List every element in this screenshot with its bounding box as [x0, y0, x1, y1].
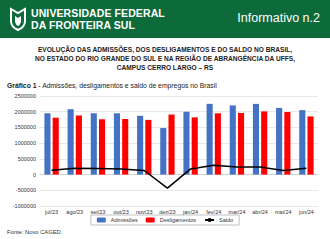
svg-text:jun/24: jun/24 — [298, 209, 314, 215]
svg-text:fev/24: fev/24 — [206, 209, 221, 215]
html-text:NO ESTADO DO RIO GRANDE DO SUL: NO ESTADO DO RIO GRANDE DO SUL E NA REGI… — [35, 55, 295, 62]
html-text:Informativo n.2: Informativo n.2 — [237, 11, 320, 25]
svg-text:2500000: 2500000 — [15, 93, 36, 99]
html-text:Fonte: Novo CAGED.: Fonte: Novo CAGED. — [7, 229, 63, 235]
svg-text:2000000: 2000000 — [15, 109, 36, 115]
html-text:CAMPUS CERRO LARGO – RS: CAMPUS CERRO LARGO – RS — [116, 64, 214, 71]
svg-text:-1000000: -1000000 — [13, 203, 36, 209]
svg-text:Desligamentos: Desligamentos — [160, 217, 197, 223]
svg-text:-500000: -500000 — [16, 187, 36, 193]
svg-text:mai/24: mai/24 — [275, 209, 292, 215]
svg-text:Saldo: Saldo — [219, 217, 233, 223]
svg-text:1500000: 1500000 — [15, 124, 36, 130]
html-text:DA FRONTEIRA SUL: DA FRONTEIRA SUL — [31, 19, 136, 31]
svg-text:ago/23: ago/23 — [66, 209, 83, 215]
html-text:UNIVERSIDADE FEDERAL: UNIVERSIDADE FEDERAL — [31, 7, 165, 19]
svg-text:abr/24: abr/24 — [252, 209, 268, 215]
svg-text:dez/23: dez/23 — [159, 209, 176, 215]
svg-text:jul/23: jul/23 — [44, 209, 58, 215]
svg-text:1000000: 1000000 — [15, 140, 36, 146]
svg-text:500000: 500000 — [18, 156, 36, 162]
svg-text:out/23: out/23 — [113, 209, 128, 215]
html-text:EVOLUÇÃO DAS ADMISSÕES, DOS DE: EVOLUÇÃO DAS ADMISSÕES, DOS DESLIGAMENTO… — [37, 46, 293, 53]
svg-text:mar/24: mar/24 — [228, 209, 245, 215]
html-text:Gráfico 1 - Admissões, desliga: Gráfico 1 - Admissões, desligamentos e s… — [7, 82, 217, 89]
svg-text:jan/24: jan/24 — [182, 209, 198, 215]
svg-text:set/23: set/23 — [90, 209, 105, 215]
svg-text:0: 0 — [33, 172, 36, 178]
svg-text:nov/23: nov/23 — [136, 209, 153, 215]
svg-text:Admissões: Admissões — [111, 217, 138, 223]
